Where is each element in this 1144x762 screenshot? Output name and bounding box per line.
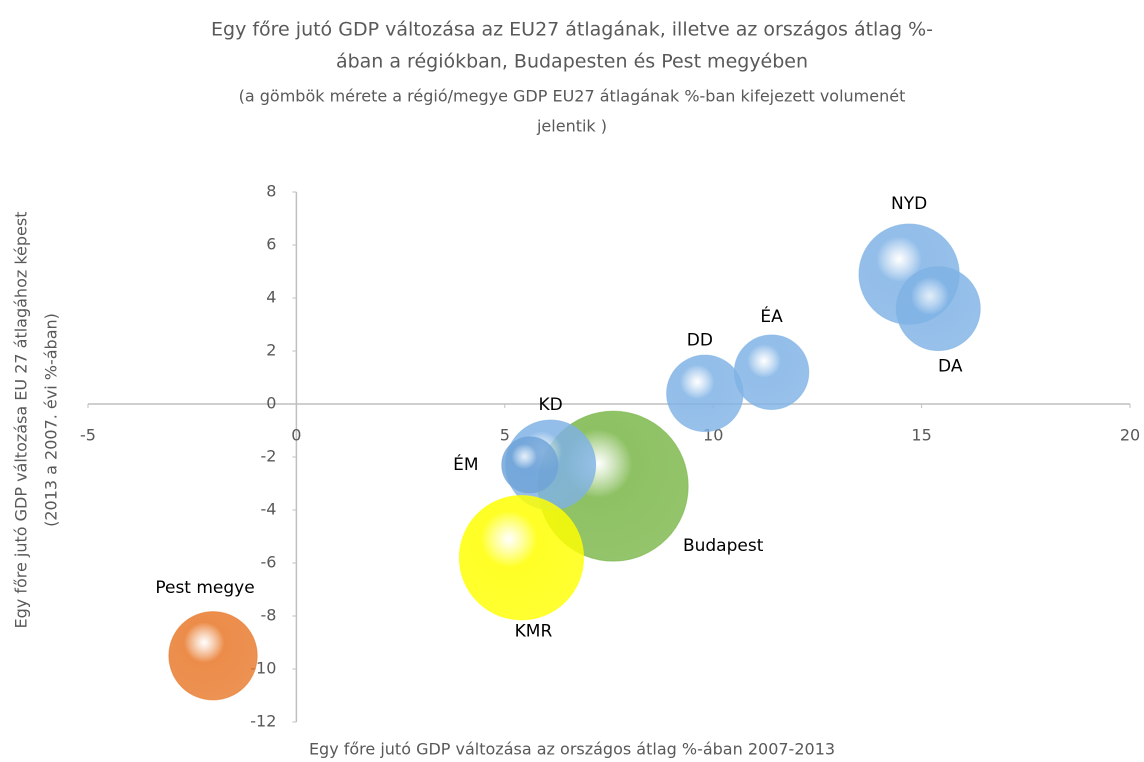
bubble [733, 334, 810, 410]
y-tick-label: 8 [266, 182, 276, 201]
bubble [168, 611, 258, 701]
y-tick-label: -12 [250, 712, 276, 731]
y-tick-label: -4 [260, 500, 276, 519]
chart-subtitle: jelentik ) [536, 117, 607, 136]
x-tick-label: 0 [291, 426, 301, 445]
data-label: KMR [515, 622, 553, 642]
data-label: NYD [891, 194, 927, 214]
data-label: DA [938, 357, 963, 377]
x-tick-label: 20 [1120, 426, 1140, 445]
y-tick-label: -2 [260, 447, 276, 466]
bubble [501, 436, 559, 494]
data-label: DD [687, 330, 713, 350]
y-tick-label: 4 [266, 288, 276, 307]
x-tick-label: 15 [911, 426, 931, 445]
bubble [666, 354, 744, 433]
y-tick-label: -8 [260, 606, 276, 625]
data-label: Pest megye [155, 578, 254, 598]
bubble [895, 266, 981, 352]
data-label: Budapest [683, 536, 764, 556]
x-tick-label: 5 [500, 426, 510, 445]
y-axis-label: (2013 a 2007. évi %-ában) [42, 313, 61, 527]
data-label: ÉM [453, 453, 478, 475]
y-tick-label: 0 [266, 394, 276, 413]
y-tick-label: 2 [266, 341, 276, 360]
data-label: ÉA [760, 305, 783, 327]
y-axis-label: Egy főre jutó GDP változása EU 27 átlagá… [12, 212, 31, 629]
chart-title: Egy főre jutó GDP változása az EU27 átla… [211, 19, 933, 41]
x-tick-label: -5 [80, 426, 96, 445]
data-label: KD [539, 395, 563, 415]
bubble [458, 495, 585, 621]
chart-title: ában a régiókban, Budapesten és Pest meg… [336, 51, 808, 73]
y-tick-label: 6 [266, 235, 276, 254]
y-tick-label: -6 [260, 553, 276, 572]
chart-subtitle: (a gömbök mérete a régió/megye GDP EU27 … [239, 87, 906, 106]
x-axis-label: Egy főre jutó GDP változása az országos … [309, 740, 835, 759]
